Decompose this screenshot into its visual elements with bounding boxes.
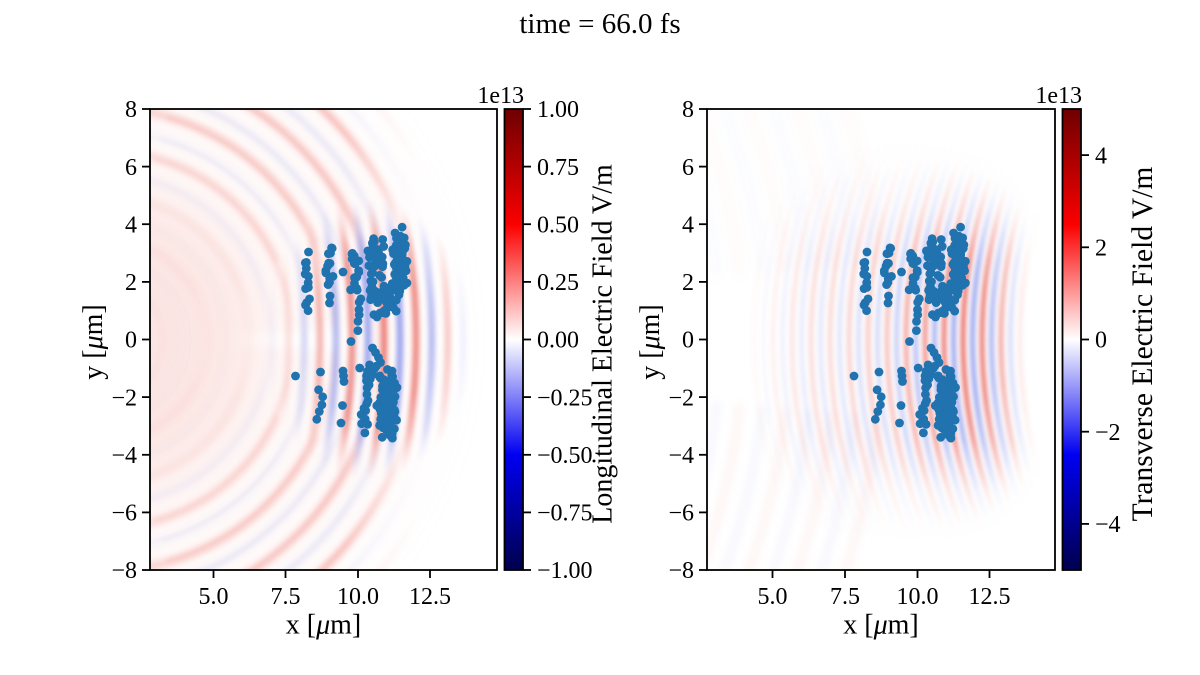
- svg-text:12.5: 12.5: [409, 584, 451, 610]
- svg-text:6: 6: [125, 155, 137, 181]
- svg-text:Longitudinal Electric Field V/: Longitudinal Electric Field V/m: [588, 164, 619, 524]
- svg-text:8: 8: [682, 97, 694, 123]
- svg-text:−6: −6: [668, 501, 694, 527]
- svg-text:0.25: 0.25: [537, 270, 579, 296]
- svg-text:−0.75: −0.75: [537, 501, 593, 527]
- svg-text:1e13: 1e13: [477, 83, 524, 109]
- svg-text:7.5: 7.5: [830, 584, 860, 610]
- svg-text:4: 4: [682, 212, 694, 238]
- svg-text:0: 0: [125, 328, 137, 354]
- svg-text:0.00: 0.00: [537, 328, 579, 354]
- svg-text:−1.00: −1.00: [537, 558, 593, 584]
- svg-text:Transverse Electric Field V/m: Transverse Electric Field V/m: [1127, 167, 1159, 522]
- svg-text:10.0: 10.0: [897, 584, 939, 610]
- svg-text:0: 0: [682, 328, 694, 354]
- svg-text:5.0: 5.0: [758, 584, 788, 610]
- svg-text:7.5: 7.5: [271, 584, 301, 610]
- svg-text:10.0: 10.0: [337, 584, 379, 610]
- svg-text:12.5: 12.5: [969, 584, 1011, 610]
- svg-text:−4: −4: [1095, 512, 1121, 538]
- svg-text:−4: −4: [111, 443, 137, 469]
- svg-text:−0.25: −0.25: [537, 385, 593, 411]
- svg-text:8: 8: [125, 97, 137, 123]
- svg-text:1.00: 1.00: [537, 97, 579, 123]
- svg-text:−2: −2: [111, 385, 137, 411]
- svg-text:−0.50: −0.50: [537, 443, 593, 469]
- svg-text:5.0: 5.0: [199, 584, 229, 610]
- svg-text:2: 2: [125, 270, 137, 296]
- svg-text:−6: −6: [111, 501, 137, 527]
- svg-text:4: 4: [1095, 143, 1107, 169]
- svg-text:time = 66.0 fs: time = 66.0 fs: [519, 8, 680, 40]
- svg-text:0.75: 0.75: [537, 155, 579, 181]
- svg-text:−4: −4: [668, 443, 694, 469]
- svg-text:0: 0: [1095, 328, 1107, 354]
- svg-text:−8: −8: [668, 558, 694, 584]
- svg-text:y [μm]: y [μm]: [78, 304, 109, 380]
- svg-text:2: 2: [1095, 236, 1107, 262]
- svg-text:x [μm]: x [μm]: [286, 610, 362, 641]
- svg-text:x [μm]: x [μm]: [843, 610, 919, 641]
- svg-text:y [μm]: y [μm]: [635, 304, 666, 380]
- svg-text:1e13: 1e13: [1035, 83, 1082, 109]
- svg-text:6: 6: [682, 155, 694, 181]
- svg-text:0.50: 0.50: [537, 212, 579, 238]
- svg-text:−8: −8: [111, 558, 137, 584]
- svg-text:−2: −2: [668, 385, 694, 411]
- svg-text:−2: −2: [1095, 420, 1121, 446]
- svg-text:4: 4: [125, 212, 137, 238]
- svg-text:2: 2: [682, 270, 694, 296]
